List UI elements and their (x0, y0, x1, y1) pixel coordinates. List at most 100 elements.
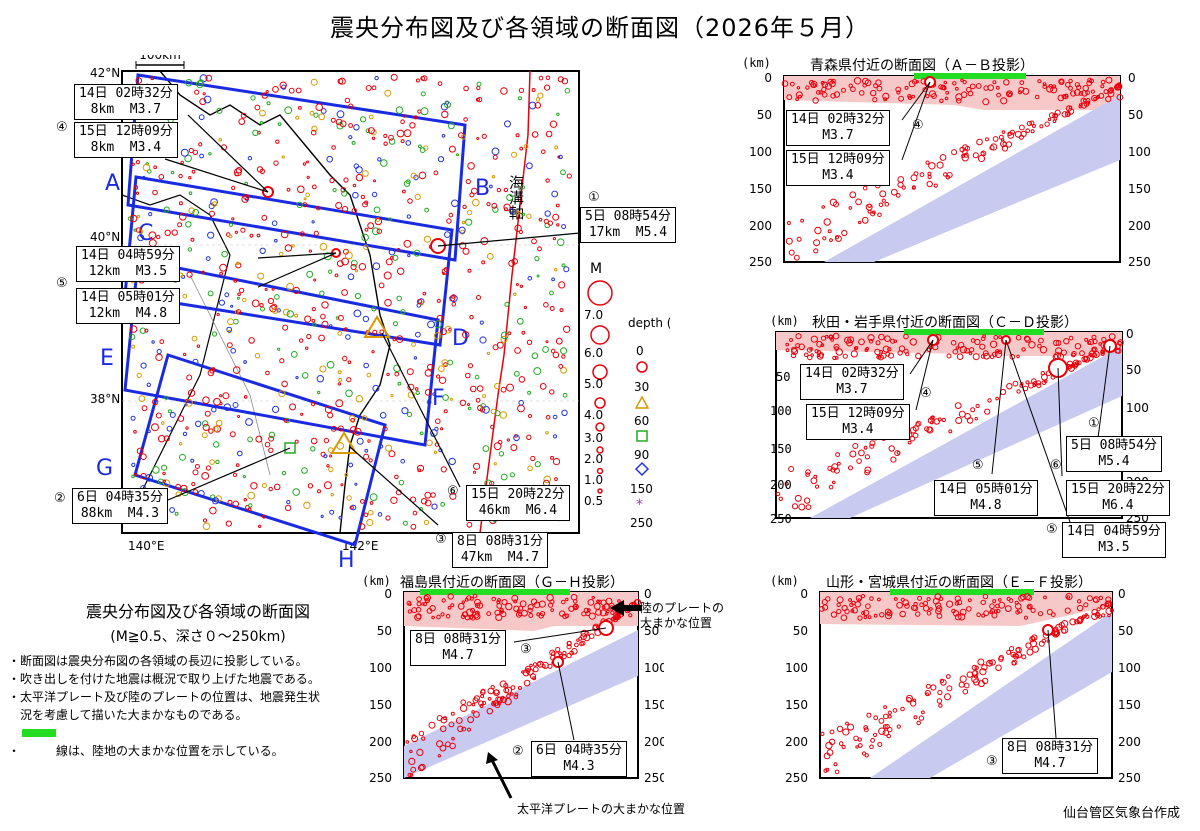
hypocenter-mark (919, 602, 924, 608)
svg-text:50: 50 (757, 108, 772, 122)
epicenter-mark (388, 134, 394, 141)
epicenter-mark (449, 492, 457, 500)
epicenter-mark (544, 210, 551, 217)
hypocenter-mark (788, 249, 795, 256)
hypocenter-mark (980, 150, 987, 157)
hypocenter-mark (1019, 124, 1025, 131)
hypocenter-mark (1082, 85, 1089, 92)
epicenter-mark (306, 160, 309, 164)
hypocenter-mark (829, 238, 833, 243)
epicenter-mark (518, 399, 525, 406)
hypocenter-mark (870, 738, 875, 743)
hypocenter-mark (781, 80, 789, 87)
epicenter-mark (347, 273, 355, 281)
hypocenter-mark (849, 450, 857, 458)
epicenter-mark (418, 144, 422, 149)
svg-text:150: 150 (1118, 698, 1141, 712)
epicenter-mark (264, 288, 268, 291)
epicenter-mark (229, 431, 236, 438)
epicenter-mark (534, 461, 541, 468)
hypocenter-mark (1053, 630, 1061, 637)
epicenter-mark (187, 389, 196, 397)
hypocenter-mark (841, 87, 846, 93)
epicenter-mark (198, 142, 203, 147)
hypocenter-mark (994, 350, 1003, 358)
epicenter-mark (559, 308, 564, 313)
epicenter-mark (504, 301, 510, 307)
page-title: 震央分布図及び各領域の断面図（2026年５月） (329, 14, 871, 42)
epicenter-mark (479, 407, 486, 413)
epicenter-mark (344, 251, 353, 260)
epicenter-mark (365, 85, 372, 91)
epicenter-mark (209, 368, 215, 374)
epicenter-mark (197, 490, 205, 497)
hypocenter-mark (795, 97, 799, 102)
hypocenter-mark (1085, 90, 1090, 96)
epicenter-mark (148, 212, 153, 217)
epicenter-mark (133, 430, 137, 434)
epicenter-mark (190, 237, 195, 242)
epicenter-mark (563, 266, 570, 273)
svg-text:250: 250 (644, 771, 664, 785)
epicenter-mark (343, 327, 348, 332)
epicenter-mark (405, 179, 411, 185)
epicenter-mark (336, 260, 344, 268)
hypocenter-mark (967, 90, 974, 97)
epicenter-mark (344, 472, 349, 477)
hypocenter-mark (916, 720, 921, 726)
epicenter-mark (209, 210, 215, 217)
epicenter-mark (561, 224, 567, 230)
hypocenter-mark (440, 612, 445, 617)
epicenter-mark (420, 107, 429, 116)
hypocenter-mark (958, 613, 966, 621)
epicenter-mark (313, 112, 319, 118)
epicenter-mark (527, 276, 533, 281)
hypocenter-mark (572, 604, 578, 609)
hypocenter-mark (1101, 336, 1107, 343)
hypocenter-mark (913, 715, 918, 720)
epicenter-mark (311, 402, 316, 407)
epicenter-mark (496, 187, 502, 193)
hypocenter-mark (515, 611, 523, 618)
epicenter-mark (562, 392, 568, 398)
section-ef-callout-1: 8日 08時31分 M4.7 (1002, 738, 1098, 774)
hypocenter-mark (974, 665, 979, 670)
epicenter-mark (560, 366, 568, 374)
hypocenter-mark (1058, 78, 1065, 85)
hypocenter-mark (869, 596, 874, 601)
epicenter-mark (268, 447, 274, 453)
epicenter-mark (202, 92, 206, 96)
hypocenter-mark (906, 694, 913, 702)
hypocenter-mark (523, 679, 531, 687)
epicenter-mark (178, 173, 183, 179)
hypocenter-mark (808, 79, 815, 86)
svg-text:3.0: 3.0 (584, 431, 603, 445)
epicenter-mark (447, 359, 454, 366)
hypocenter-mark (926, 180, 933, 188)
epicenter-mark (358, 263, 367, 271)
epicenter-mark (192, 489, 199, 495)
epicenter-mark (506, 383, 514, 392)
hypocenter-mark (834, 769, 840, 775)
hypocenter-mark (436, 715, 443, 722)
svg-text:250: 250 (1128, 255, 1151, 269)
epicenter-mark (543, 475, 552, 484)
hypocenter-mark (786, 94, 793, 101)
hypocenter-mark (835, 235, 842, 243)
epicenter-mark (351, 208, 357, 214)
hypocenter-mark (1059, 79, 1064, 84)
hypocenter-mark (588, 612, 596, 620)
hypocenter-mark (588, 633, 595, 640)
epicenter-mark (388, 248, 396, 256)
epicenter-mark (187, 247, 193, 252)
epicenter-mark (465, 218, 473, 226)
epicenter-mark (341, 190, 348, 197)
epicenter-mark (366, 518, 374, 527)
epicenter-mark (328, 324, 333, 328)
hypocenter-mark (820, 731, 825, 736)
epicenter-mark (400, 139, 405, 144)
epicenter-mark (340, 187, 347, 193)
hypocenter-mark (1023, 615, 1029, 620)
hypocenter-mark (1108, 87, 1115, 93)
hypocenter-mark (1016, 354, 1020, 359)
